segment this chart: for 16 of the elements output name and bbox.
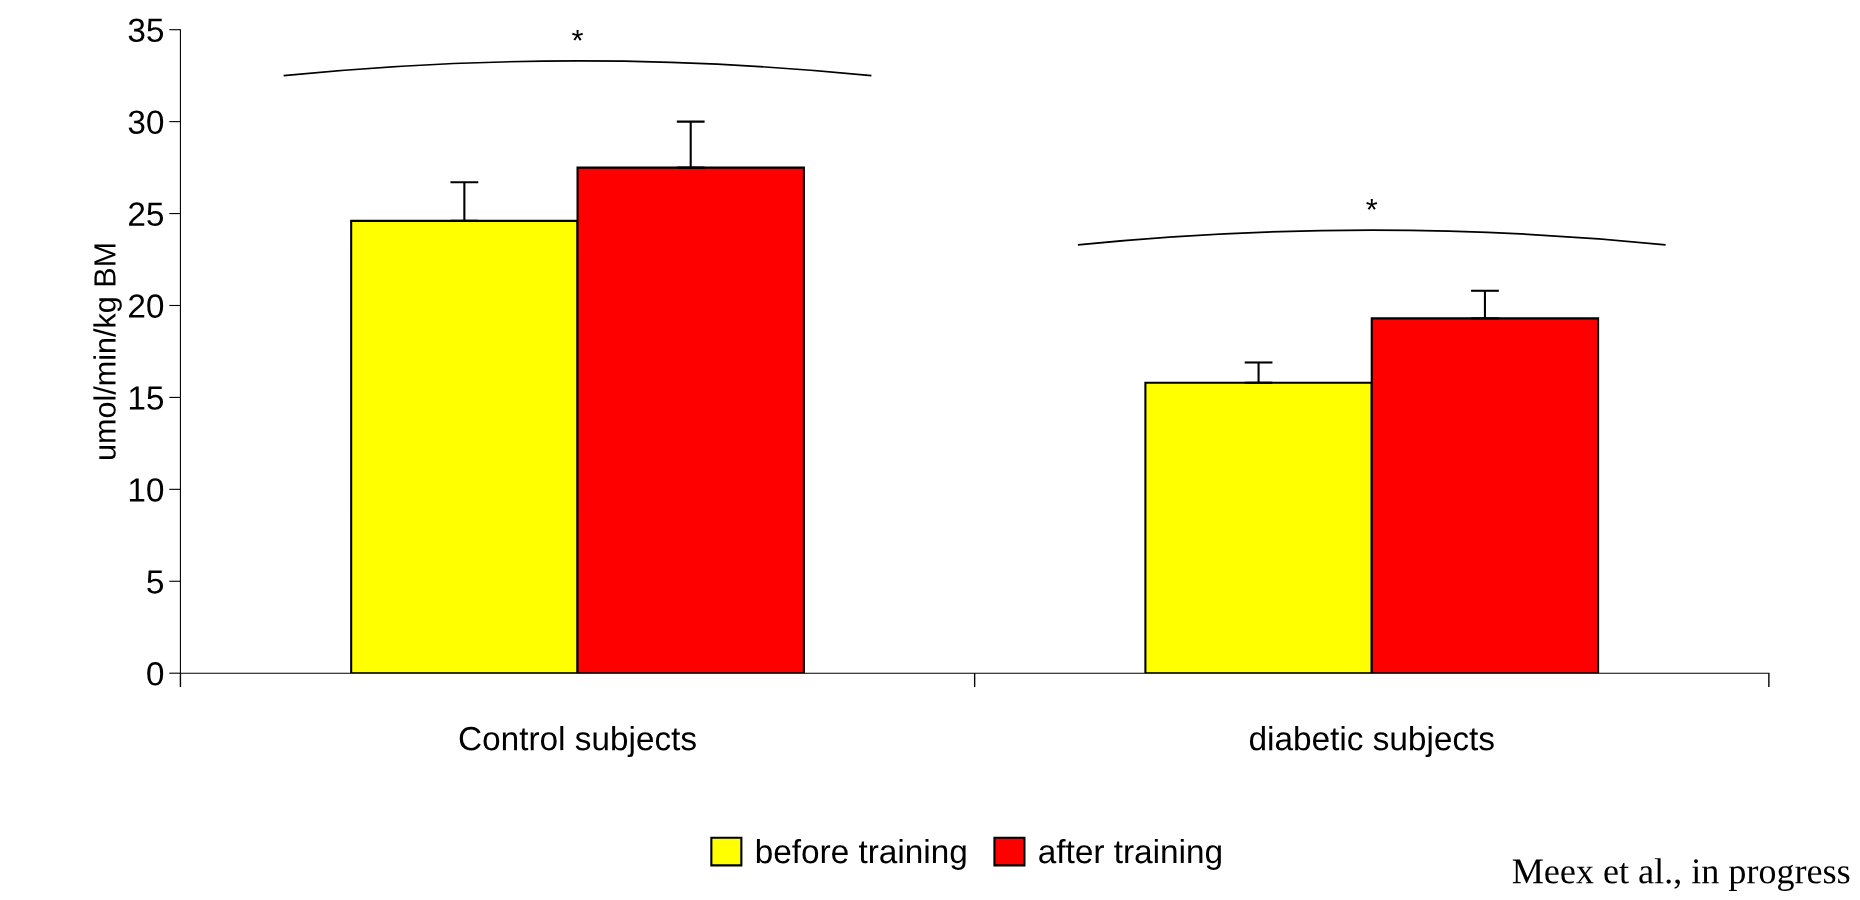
y-tick-label: 30 xyxy=(128,110,164,135)
annotation: * xyxy=(572,29,583,41)
legend-label: after training xyxy=(1039,838,1221,870)
y-tick-label: 0 xyxy=(147,662,164,686)
y-tick-label: 35 xyxy=(128,18,164,43)
y-tick-label: 20 xyxy=(129,294,164,318)
x-tick-label: diabetic subjects xyxy=(1249,725,1494,758)
legend-label: before training xyxy=(756,838,966,870)
text: Meex et al., in progress xyxy=(1512,858,1850,891)
y-tick-label: 15 xyxy=(129,386,164,410)
y-tick-label: 25 xyxy=(129,202,164,226)
annotation: * xyxy=(1366,199,1378,210)
y-tick-label: 10 xyxy=(129,478,164,502)
y-axis-title: umol/min/kg BM xyxy=(93,244,122,459)
y-tick-label: 5 xyxy=(147,570,164,594)
x-tick-label: Control subjects xyxy=(459,725,696,758)
